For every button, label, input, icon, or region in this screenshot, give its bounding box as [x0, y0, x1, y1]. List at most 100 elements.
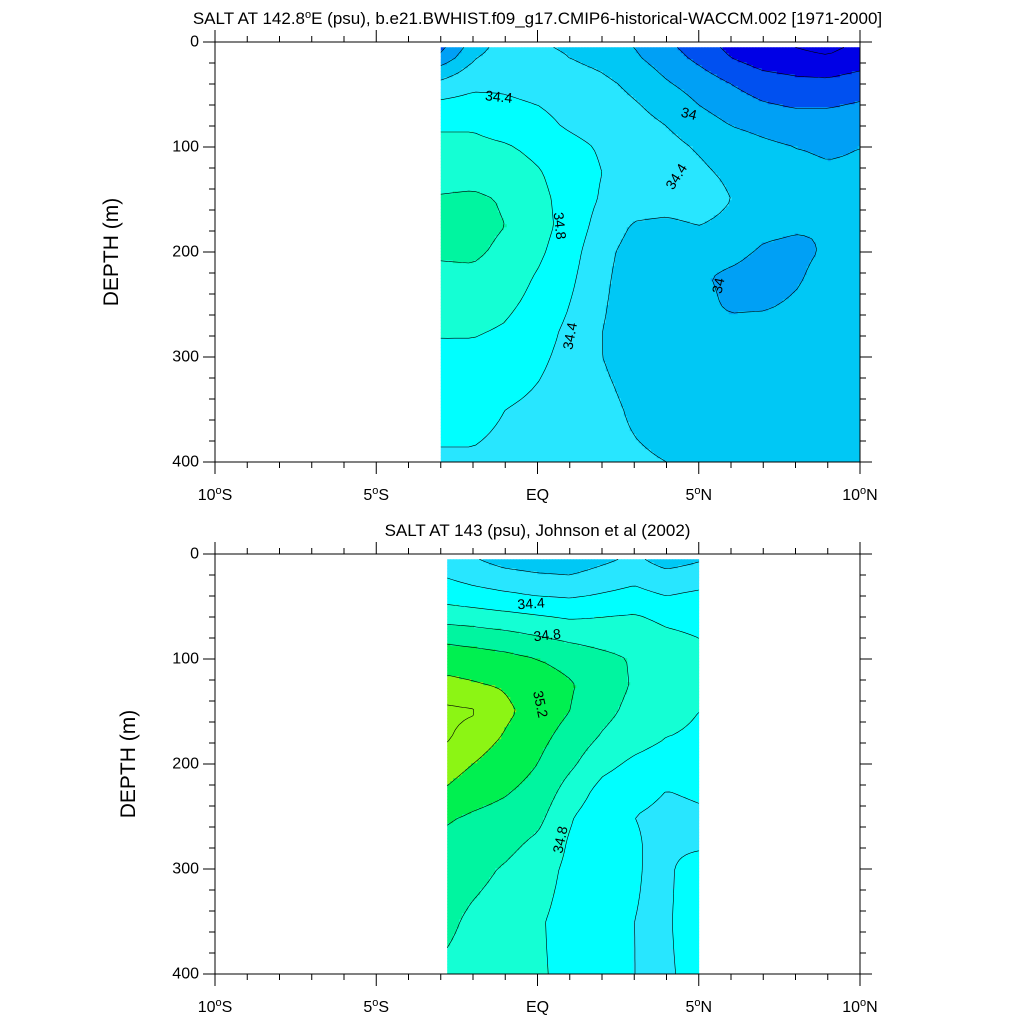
field-cell [569, 56, 574, 60]
field-cell [584, 98, 589, 102]
field-cell [548, 59, 553, 63]
field-cell [815, 68, 820, 72]
field-cell [764, 134, 769, 138]
field-cell [626, 83, 631, 87]
field-cell [824, 95, 829, 99]
field-cell [734, 125, 739, 129]
field-cell [524, 50, 529, 54]
field-cell [641, 146, 646, 150]
field-cell [584, 116, 589, 120]
field-cell [725, 119, 730, 123]
field-cell [614, 74, 619, 78]
field-cell [476, 119, 481, 123]
field-cell [482, 71, 487, 75]
field-cell [812, 74, 817, 78]
field-cell [593, 80, 598, 84]
field-cell [761, 80, 766, 84]
field-cell [512, 125, 517, 129]
field-cell [761, 140, 766, 144]
field-cell [749, 119, 754, 123]
field-cell [545, 152, 550, 156]
field-cell [764, 65, 769, 69]
field-cell [506, 137, 511, 141]
field-cell [452, 77, 457, 81]
field-cell [710, 80, 715, 84]
field-cell [581, 134, 586, 138]
field-cell [695, 143, 700, 147]
field-cell [605, 89, 610, 93]
field-cell [521, 74, 526, 78]
field-cell [473, 107, 478, 111]
field-cell [782, 146, 787, 150]
field-cell [788, 122, 793, 126]
field-cell [542, 122, 547, 126]
field-cell [458, 134, 463, 138]
field-cell [812, 86, 817, 90]
field-cell [458, 77, 463, 81]
field-cell [788, 140, 793, 144]
field-cell [635, 146, 640, 150]
field-cell [590, 128, 595, 132]
field-cell [575, 101, 580, 105]
field-cell [605, 47, 610, 51]
field-cell [551, 146, 556, 150]
field-cell [854, 65, 859, 69]
field-cell [824, 50, 829, 54]
field-cell [620, 140, 625, 144]
field-cell [824, 137, 829, 141]
field-cell [701, 146, 706, 150]
field-cell [494, 116, 499, 120]
field-cell [626, 131, 631, 135]
field-cell [527, 59, 532, 63]
field-cell [485, 125, 490, 129]
field-cell [521, 53, 526, 57]
field-cell [446, 149, 451, 153]
field-cell [794, 92, 799, 96]
field-cell [512, 128, 517, 132]
field-cell [494, 143, 499, 147]
field-cell [749, 53, 754, 57]
field-cell [827, 119, 832, 123]
field-cell [752, 104, 757, 108]
field-cell [755, 131, 760, 135]
field-cell [710, 101, 715, 105]
field-cell [515, 143, 520, 147]
field-cell [599, 125, 604, 129]
field-cell [800, 140, 805, 144]
field-cell [758, 128, 763, 132]
field-cell [569, 92, 574, 96]
field-cell [614, 113, 619, 117]
field-cell [728, 65, 733, 69]
field-cell [740, 74, 745, 78]
field-cell [653, 89, 658, 93]
field-cell [785, 59, 790, 63]
field-cell [731, 50, 736, 54]
field-cell [440, 101, 445, 105]
field-cell [779, 116, 784, 120]
field-cell [518, 113, 523, 117]
field-cell [785, 146, 790, 150]
field-cell [770, 98, 775, 102]
field-cell [458, 62, 463, 66]
field-cell [560, 98, 565, 102]
field-cell [734, 68, 739, 72]
field-cell [836, 98, 841, 102]
field-cell [494, 149, 499, 153]
field-cell [764, 53, 769, 57]
field-cell [848, 119, 853, 123]
field-cell [665, 83, 670, 87]
field-cell [791, 80, 796, 84]
field-cell [485, 95, 490, 99]
field-cell [581, 95, 586, 99]
field-cell [731, 128, 736, 132]
field-cell [686, 125, 691, 129]
field-cell [695, 107, 700, 111]
field-cell [629, 98, 634, 102]
field-cell [668, 92, 673, 96]
field-cell [827, 77, 832, 81]
field-cell [557, 80, 562, 84]
field-cell [638, 131, 643, 135]
field-cell [536, 107, 541, 111]
field-cell [662, 92, 667, 96]
field-cell [632, 122, 637, 126]
